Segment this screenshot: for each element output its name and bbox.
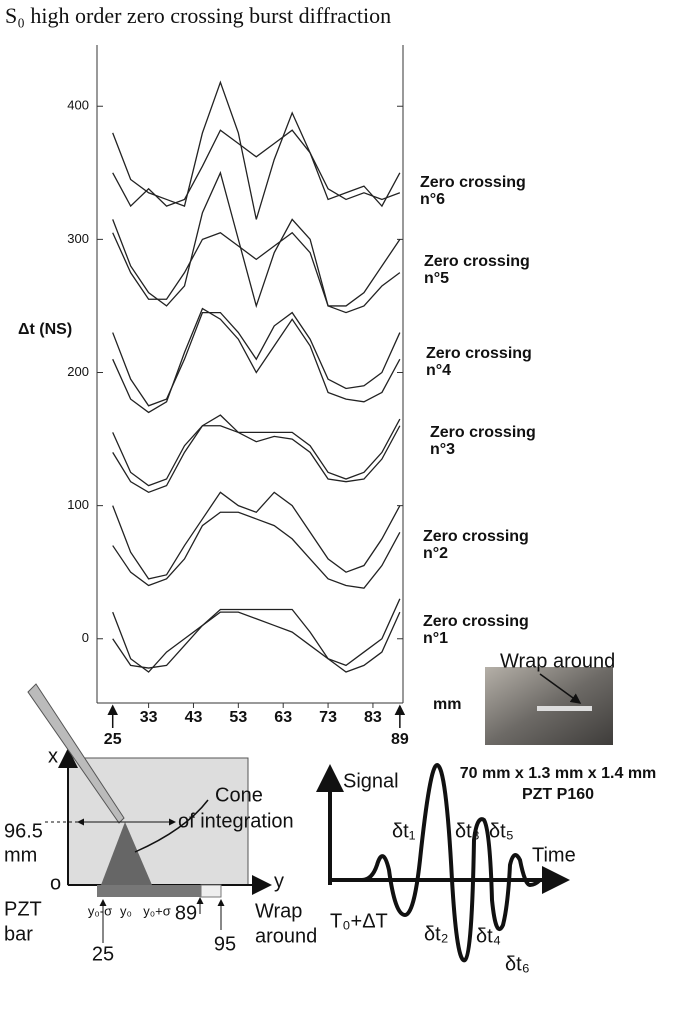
- line-series: [112, 231, 401, 314]
- height-label: 96.5: [4, 820, 43, 842]
- line-series: [112, 80, 401, 220]
- series-annotation: n°2: [423, 545, 448, 562]
- curve-arrow: [134, 799, 209, 853]
- photo-bar: [537, 706, 592, 711]
- series-annotation: n°3: [430, 441, 455, 458]
- y-tick-label: 400: [67, 98, 89, 113]
- position-label: y₀+σ: [143, 903, 171, 918]
- setup-diagram: x y o Cone of integration 96.5 mm PZT ba…: [4, 683, 317, 965]
- line-series: [112, 425, 401, 494]
- delta-label: δt₅: [489, 820, 514, 842]
- series-annotation: Zero crossing: [420, 174, 526, 191]
- y-tick-label: 100: [67, 497, 89, 512]
- series-annotation: Zero crossing: [424, 253, 530, 270]
- line-series: [112, 491, 401, 580]
- line-series: [112, 311, 401, 407]
- delta-label: δt₄: [476, 925, 501, 947]
- photo: Wrap around 70 mm x 1.3 mm x 1.4 mm PZT …: [460, 650, 657, 803]
- series-annotation: n°6: [420, 191, 445, 208]
- marker-label: 89: [175, 902, 197, 924]
- position-label: y₀: [120, 903, 132, 918]
- series-annotation: Zero crossing: [430, 424, 536, 441]
- probe: [27, 683, 125, 824]
- start-label: T₀+ΔT: [330, 910, 388, 932]
- x-tick-label: 43: [185, 709, 203, 726]
- series-annotation: n°1: [423, 630, 448, 647]
- x-marker-label: 89: [391, 731, 409, 748]
- x-tick-label: 53: [229, 709, 247, 726]
- series-annotation: Zero crossing: [423, 613, 529, 630]
- height-unit: mm: [4, 844, 37, 866]
- delta-label: δt₆: [505, 953, 530, 975]
- series-annotation: Zero crossing: [426, 345, 532, 362]
- cone-label: Cone: [215, 784, 263, 806]
- wavelet: [330, 762, 542, 963]
- x-tick-label: 33: [140, 709, 158, 726]
- y-axis-label: Δt (NS): [18, 321, 72, 338]
- x-marker-label: 25: [104, 731, 122, 748]
- photo-caption: PZT P160: [522, 786, 594, 803]
- line-series: [112, 307, 401, 414]
- x-tick-label: 63: [274, 709, 292, 726]
- chart-title: S₀ high order zero crossing burst diffra…: [5, 3, 391, 28]
- wrap-zone: [200, 884, 222, 898]
- marker-label: 95: [214, 933, 236, 955]
- origin-label: o: [50, 872, 61, 894]
- line-series: [112, 414, 401, 487]
- series-annotation: Zero crossing: [423, 528, 529, 545]
- photo-label: Wrap around: [500, 650, 615, 672]
- y-tick-label: 0: [82, 630, 89, 645]
- bar-label: bar: [4, 923, 33, 945]
- delta-label: δt₁: [392, 820, 416, 842]
- line-series: [112, 511, 401, 589]
- line-series: [112, 129, 401, 208]
- position-label: y₀-σ: [88, 903, 112, 918]
- pzt-bar: [97, 885, 201, 897]
- photo-caption: 70 mm x 1.3 mm x 1.4 mm: [460, 765, 657, 782]
- line-series: [112, 170, 401, 309]
- x-axis-label: mm: [433, 696, 461, 713]
- axis-label: x: [48, 745, 58, 767]
- plot: 0 100 200 300 400 33 43 53 63 73 83 25 89 Zero crossi…: [67, 80, 536, 748]
- photo-arrow: [539, 673, 582, 704]
- cone: [101, 822, 152, 885]
- delta-label: δt₂: [424, 923, 448, 945]
- time-label: Time: [532, 844, 576, 866]
- y-tick-label: 300: [67, 231, 89, 246]
- x-tick-label: 83: [364, 709, 382, 726]
- line-series: [112, 598, 401, 673]
- marker-label: 25: [92, 943, 114, 965]
- signal-label: Signal: [343, 770, 399, 792]
- series-annotation: n°5: [424, 270, 449, 287]
- axis-label: y: [274, 870, 284, 892]
- wrap-label: Wrap: [255, 900, 302, 922]
- delta-label: δt₃: [455, 820, 480, 842]
- cone-label: of integration: [178, 810, 294, 832]
- signal-diagram: Signal Time T₀+ΔT δt₁ δt₂ δt₃ δt₄ δt₅ δt…: [316, 762, 576, 975]
- wrap-label: around: [255, 925, 317, 947]
- bar-label: PZT: [4, 898, 42, 920]
- y-tick-label: 200: [67, 364, 89, 379]
- series-annotation: n°4: [426, 362, 451, 379]
- line-series: [112, 611, 401, 673]
- x-tick-label: 73: [319, 709, 337, 726]
